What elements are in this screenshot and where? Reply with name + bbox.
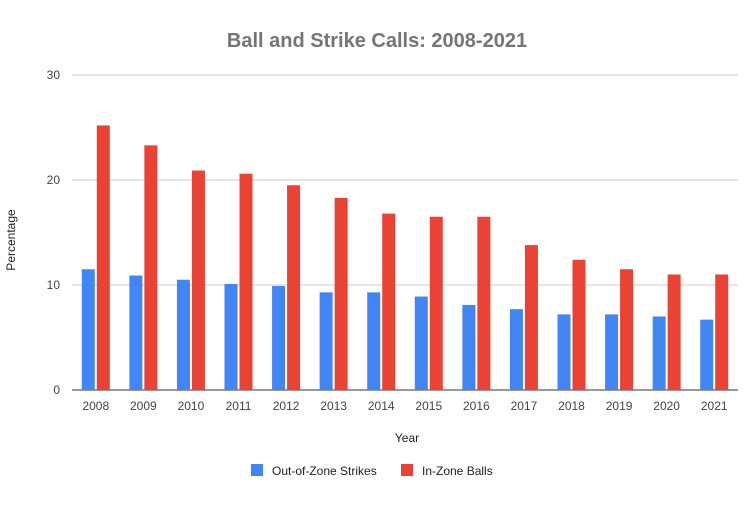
x-tick-label: 2012 (273, 399, 300, 413)
bar-out-of-zone-strikes-2009 (129, 275, 143, 390)
x-tick-label: 2021 (701, 399, 728, 413)
x-axis-label: Year (395, 431, 419, 445)
x-tick-label: 2011 (226, 399, 252, 413)
bar-out-of-zone-strikes-2010 (176, 279, 190, 390)
x-tick-label: 2010 (178, 399, 205, 413)
x-tick-label: 2020 (653, 399, 680, 413)
y-tick-label: 10 (47, 278, 61, 292)
y-axis-label: Percentage (4, 209, 18, 271)
bar-in-zone-balls-2013 (334, 197, 348, 390)
bar-out-of-zone-strikes-2015 (414, 296, 428, 390)
bar-in-zone-balls-2014 (382, 213, 396, 390)
chart-title: Ball and Strike Calls: 2008-2021 (227, 30, 527, 52)
x-tick-label: 2009 (130, 399, 157, 413)
legend-label: In-Zone Balls (422, 464, 493, 478)
y-tick-label: 20 (47, 173, 61, 187)
legend-swatch (251, 464, 263, 476)
bar-in-zone-balls-2009 (144, 145, 158, 390)
y-tick-label: 0 (53, 383, 60, 397)
bar-out-of-zone-strikes-2016 (462, 304, 476, 390)
legend: Out-of-Zone Strikes In-Zone Balls (251, 464, 493, 478)
bar-in-zone-balls-2020 (667, 274, 681, 390)
bar-in-zone-balls-2019 (620, 269, 634, 390)
bar-out-of-zone-strikes-2011 (224, 283, 238, 390)
x-tick-label: 2008 (82, 399, 109, 413)
bar-in-zone-balls-2018 (572, 259, 586, 390)
bar-in-zone-balls-2008 (96, 125, 110, 391)
bar-out-of-zone-strikes-2013 (319, 292, 333, 390)
x-tick-label: 2013 (320, 399, 347, 413)
bar-in-zone-balls-2010 (191, 170, 205, 390)
bar-in-zone-balls-2017 (524, 245, 538, 390)
bar-in-zone-balls-2012 (287, 185, 301, 390)
bar-out-of-zone-strikes-2017 (509, 309, 523, 390)
bar-in-zone-balls-2021 (715, 274, 729, 390)
bar-in-zone-balls-2016 (477, 216, 491, 390)
bar-out-of-zone-strikes-2008 (81, 269, 95, 390)
bar-out-of-zone-strikes-2018 (557, 314, 571, 390)
x-tick-label: 2014 (368, 399, 395, 413)
x-tick-label: 2017 (511, 399, 538, 413)
y-tick-label: 30 (47, 68, 61, 82)
legend-label: Out-of-Zone Strikes (272, 464, 377, 478)
legend-swatch (401, 464, 413, 476)
bar-out-of-zone-strikes-2020 (652, 316, 666, 390)
x-tick-label: 2019 (606, 399, 633, 413)
bar-in-zone-balls-2011 (239, 173, 253, 390)
x-tick-label: 2016 (463, 399, 490, 413)
bar-out-of-zone-strikes-2021 (700, 319, 714, 390)
bar-out-of-zone-strikes-2014 (367, 292, 381, 390)
bar-out-of-zone-strikes-2019 (605, 314, 619, 390)
x-tick-label: 2018 (558, 399, 585, 413)
x-tick-label: 2015 (415, 399, 442, 413)
bar-in-zone-balls-2015 (429, 216, 443, 390)
bar-out-of-zone-strikes-2012 (272, 286, 286, 390)
